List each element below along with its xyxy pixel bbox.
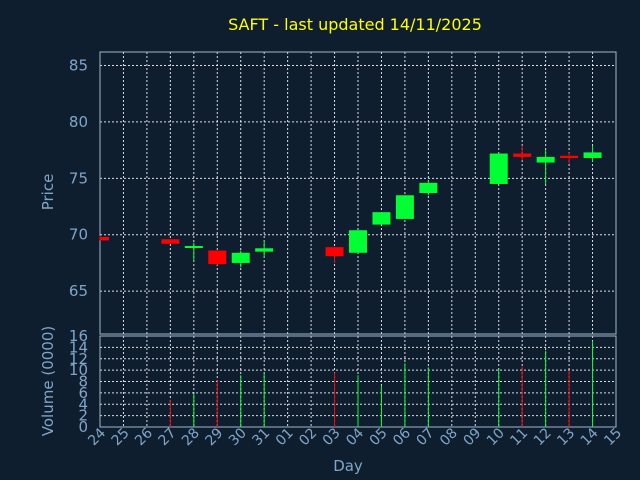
volume-tick-label: 6 bbox=[78, 384, 88, 402]
candle bbox=[208, 250, 227, 266]
x-tick-label: 03 bbox=[320, 425, 344, 449]
x-tick-label: 24 bbox=[85, 425, 109, 449]
volume-tick-label: 16 bbox=[69, 327, 88, 345]
candle-body bbox=[372, 212, 391, 225]
candle bbox=[231, 250, 250, 268]
candle bbox=[395, 195, 414, 219]
x-tick-label: 13 bbox=[554, 425, 578, 449]
candle-body bbox=[100, 236, 109, 241]
x-tick-label: 01 bbox=[273, 425, 297, 449]
x-tick-label: 28 bbox=[179, 425, 203, 449]
candle bbox=[560, 152, 579, 164]
candle-body bbox=[513, 153, 532, 157]
candle-body bbox=[161, 239, 180, 244]
candle-body bbox=[395, 195, 414, 219]
candle bbox=[583, 145, 602, 162]
candle bbox=[419, 180, 438, 196]
volume-tick-label: 10 bbox=[69, 361, 88, 379]
price-tick-label: 75 bbox=[69, 169, 88, 187]
candle-body bbox=[349, 230, 367, 253]
x-tick-label: 29 bbox=[202, 425, 226, 449]
x-tick-label: 27 bbox=[156, 425, 180, 449]
price-tick-label: 65 bbox=[69, 282, 88, 300]
volume-tick-label: 14 bbox=[69, 338, 88, 356]
x-axis-title: Day bbox=[333, 457, 363, 475]
candle-body bbox=[325, 247, 344, 257]
price-tick-label: 85 bbox=[69, 57, 88, 75]
y-axis-title: Price bbox=[39, 174, 57, 211]
candle bbox=[536, 150, 555, 184]
candle-body bbox=[583, 152, 602, 159]
x-tick-label: 11 bbox=[507, 425, 531, 449]
candle bbox=[161, 239, 180, 244]
candle bbox=[372, 212, 391, 225]
candle bbox=[99, 235, 109, 241]
candle bbox=[255, 240, 274, 258]
x-tick-label: 12 bbox=[531, 425, 555, 449]
x-tick-label: 05 bbox=[367, 425, 391, 449]
candle bbox=[184, 242, 203, 261]
x-tick-label: 02 bbox=[296, 425, 320, 449]
x-tick-label: 15 bbox=[601, 425, 625, 449]
x-tick-label: 31 bbox=[249, 425, 273, 449]
x-tick-label: 10 bbox=[484, 425, 508, 449]
chart-title: SAFT - last updated 14/11/2025 bbox=[228, 15, 482, 34]
x-tick-label: 09 bbox=[460, 425, 484, 449]
volume-tick-label: 8 bbox=[78, 373, 88, 391]
price-tick-label: 70 bbox=[69, 226, 88, 244]
candle-body bbox=[184, 246, 203, 249]
candle bbox=[349, 230, 367, 253]
x-tick-label: 30 bbox=[226, 425, 250, 449]
volume-axis-title: Volume (0000) bbox=[39, 326, 57, 436]
x-axis: 24 25 26 27 28 29 30 31 01 02 03 04 05 06 07 08 09 10 11 12… bbox=[85, 425, 625, 449]
x-tick-label: 25 bbox=[109, 425, 133, 449]
volume-tick-label: 0 bbox=[78, 418, 88, 436]
x-tick-label: 14 bbox=[578, 425, 602, 449]
price-panel-frame bbox=[99, 51, 617, 335]
candle-body bbox=[536, 156, 555, 163]
x-tick-label: 26 bbox=[132, 425, 156, 449]
candle bbox=[513, 145, 532, 161]
price-tick-label: 80 bbox=[69, 113, 88, 131]
candle-body bbox=[231, 252, 250, 263]
candle-body bbox=[419, 182, 438, 193]
price-panel: 65 70 75 80 85 bbox=[69, 51, 617, 335]
volume-tick-label: 2 bbox=[78, 407, 88, 425]
volume-tick-label: 4 bbox=[78, 395, 88, 413]
x-tick-label: 04 bbox=[343, 425, 367, 449]
candle bbox=[489, 152, 508, 184]
candle-body bbox=[489, 153, 508, 184]
x-tick-label: 07 bbox=[414, 425, 438, 449]
x-tick-label: 06 bbox=[390, 425, 414, 449]
candle-body bbox=[208, 250, 227, 265]
x-tick-label: 08 bbox=[437, 425, 461, 449]
volume-tick-label: 12 bbox=[69, 350, 88, 368]
candle bbox=[325, 247, 344, 263]
candle-body bbox=[255, 248, 274, 252]
candle-body bbox=[560, 155, 579, 159]
